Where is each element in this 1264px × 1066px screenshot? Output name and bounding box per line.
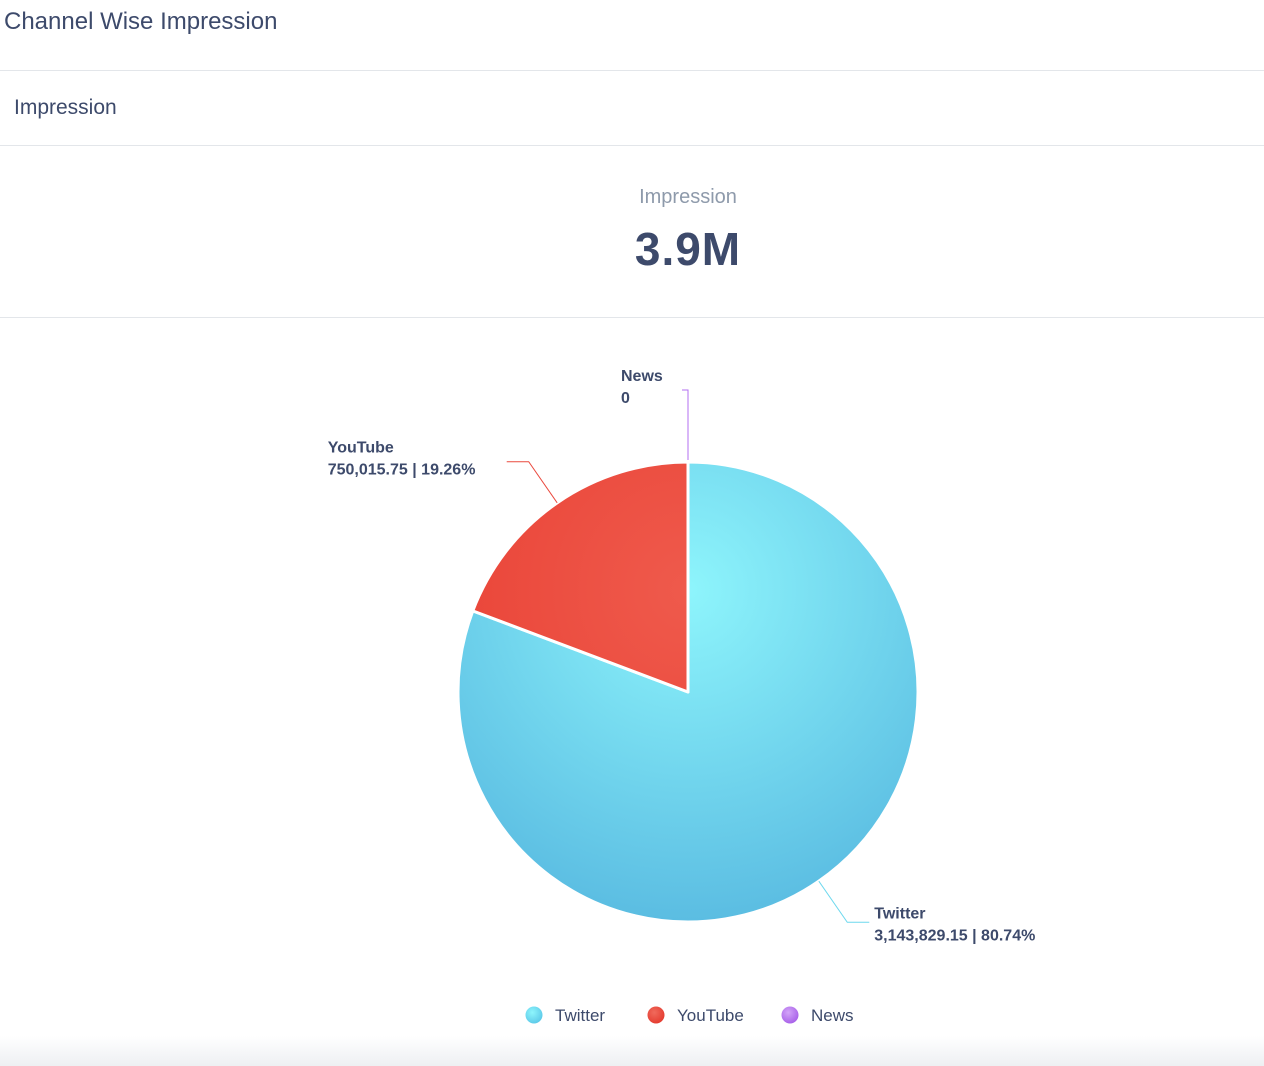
data-label-value-news: 0 [621,390,630,407]
data-label-name-youtube: YouTube [328,440,394,457]
legend-marker-twitter [525,1006,543,1024]
data-label-value-twitter: 3,143,829.15 | 80.74% [874,927,1035,944]
legend-marker-youtube [647,1006,665,1024]
data-label-name-twitter: Twitter [874,905,925,922]
legend-item-youtube[interactable]: YouTube [647,1006,744,1025]
legend-label-twitter: Twitter [555,1006,605,1025]
callout-line-twitter [818,880,870,923]
legend-label-youtube: YouTube [677,1006,744,1025]
section-title: Impression [14,96,117,119]
page-title: Channel Wise Impression [4,8,278,35]
pie-slice-youtube[interactable] [471,460,690,694]
kpi-divider [0,317,1264,318]
data-label-value-youtube: 750,015.75 | 19.26% [328,462,476,479]
legend-item-news[interactable]: News [781,1006,854,1025]
section-divider [0,145,1264,146]
legend-marker-news [781,1006,799,1024]
kpi-value: 3.9M [634,223,742,275]
pie-chart: Twitter 3,143,829.15 | 80.74% YouTube 750,0… [328,368,1036,1025]
legend-item-twitter[interactable]: Twitter [525,1006,606,1025]
legend-label-news: News [811,1006,854,1025]
header-divider [0,70,1264,71]
data-label-name-news: News [621,368,663,385]
kpi-label: Impression [639,186,737,208]
callout-line-youtube [506,461,558,504]
callout-line-news [682,389,689,460]
bottom-shade [0,1036,1264,1066]
